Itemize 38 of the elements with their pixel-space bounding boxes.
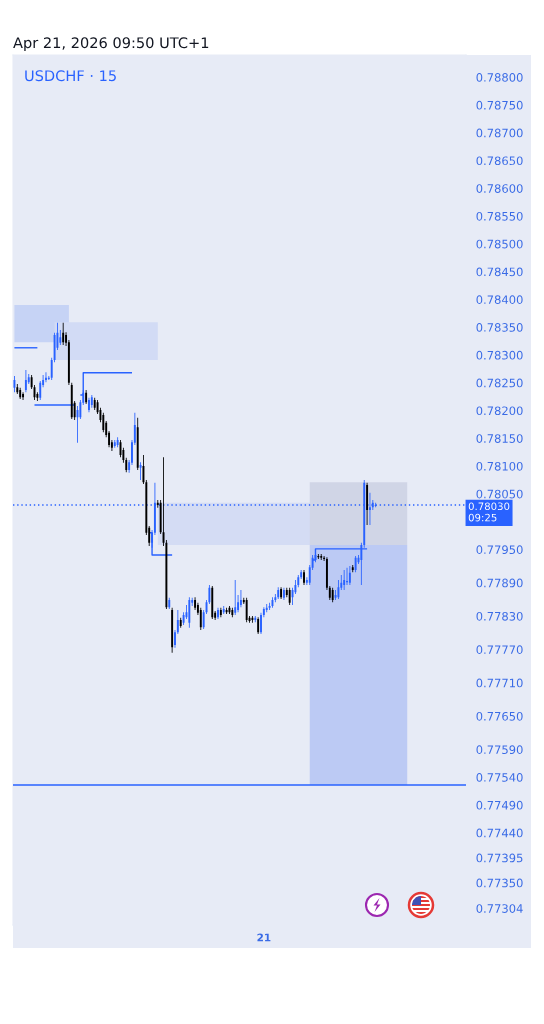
y-tick-label: 0.78650 <box>476 156 523 166</box>
y-tick-label: 0.77830 <box>476 611 523 621</box>
y-tick-label: 0.77890 <box>476 578 523 588</box>
y-tick-label: 0.78700 <box>476 128 523 138</box>
y-tick-label: 0.78300 <box>476 350 523 360</box>
candlestick <box>343 570 346 590</box>
candlestick <box>317 553 320 559</box>
text: USDCHF · 15 <box>25 70 116 82</box>
candlestick <box>139 462 142 480</box>
y-tick-label: 0.78450 <box>476 267 523 277</box>
y-tick-label: 0.77304 <box>476 904 523 913</box>
y-tick-label: 0.78550 <box>476 211 523 221</box>
ref-line-label: 0.78030 09:25 <box>468 502 510 522</box>
y-tick-label: 0.78750 <box>476 100 523 110</box>
y-tick-label: 0.78400 <box>476 295 523 304</box>
y-tick-label: 0.77540 <box>476 773 523 782</box>
y-tick-label: 0.77650 <box>476 711 523 721</box>
y-tick-label: 0.77350 <box>476 878 523 888</box>
y-tick-label: 0.77770 <box>476 645 523 654</box>
y-tick-label: 0.77710 <box>476 678 523 688</box>
y-tick-label: 0.77490 <box>476 800 523 810</box>
x-tick-label: 21 <box>257 933 271 942</box>
y-tick-label: 0.78350 <box>476 323 523 332</box>
y-tick-label: 0.77440 <box>476 828 523 838</box>
y-tick-label: 0.78500 <box>476 239 523 249</box>
y-tick-label: 0.78250 <box>476 378 523 388</box>
y-tick-label: 0.78050 <box>476 489 523 499</box>
text: Apr 21, 2026 09:50 UTC+1 <box>13 37 209 52</box>
candlestick <box>251 616 254 623</box>
y-tick-label: 0.78100 <box>476 461 523 471</box>
y-tick-label: 0.78800 <box>476 73 523 82</box>
y-tick-label: 0.78200 <box>476 406 523 416</box>
y-tick-label: 0.78600 <box>476 184 523 193</box>
y-tick-label: 0.77590 <box>476 745 523 754</box>
candlestick <box>234 580 237 615</box>
y-tick-label: 0.77950 <box>476 545 523 554</box>
y-tick-label: 0.78150 <box>476 434 523 443</box>
y-tick-label: 0.77395 <box>476 853 523 863</box>
